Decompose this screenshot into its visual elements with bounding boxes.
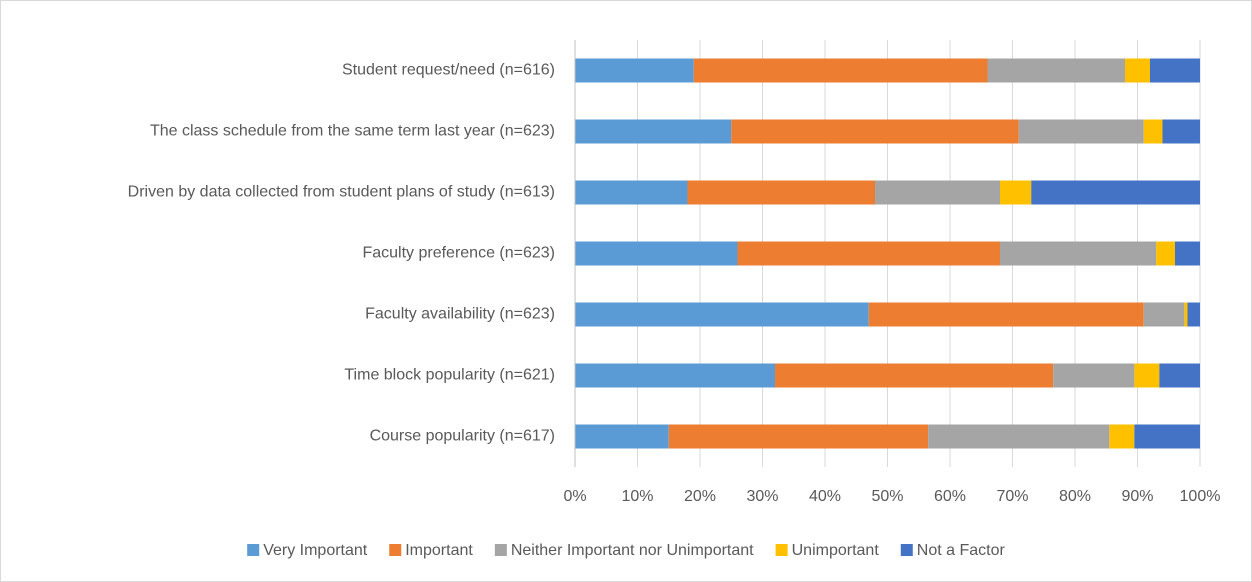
- x-tick-label: 50%: [871, 488, 903, 505]
- x-tick-label: 40%: [809, 488, 841, 505]
- legend-label: Neither Important nor Unimportant: [511, 542, 754, 559]
- y-tick-label: Faculty preference (n=623): [362, 245, 555, 262]
- x-tick-label: 30%: [746, 488, 778, 505]
- bar-segment: [1143, 302, 1185, 327]
- bar-segment: [1143, 119, 1163, 144]
- bar-segment: [868, 302, 1144, 327]
- bar-segment: [1000, 241, 1157, 266]
- bar-segment: [1053, 363, 1135, 388]
- bar-segment: [1109, 424, 1135, 449]
- bar-segment: [1150, 58, 1200, 83]
- y-tick-label: Time block popularity (n=621): [344, 367, 555, 384]
- legend-swatch: [247, 544, 260, 556]
- bar-segment: [575, 424, 669, 449]
- y-tick-label: Student request/need (n=616): [342, 62, 555, 79]
- bar-segment: [575, 241, 738, 266]
- bar-segment: [1184, 302, 1188, 327]
- bar-segment: [1162, 119, 1200, 144]
- bar-segment: [1031, 180, 1200, 205]
- bar-segment: [687, 180, 875, 205]
- bar-segment: [1018, 119, 1144, 144]
- y-tick-label: The class schedule from the same term la…: [150, 123, 555, 140]
- bar-segment: [1187, 302, 1200, 327]
- x-tick-label: 10%: [621, 488, 653, 505]
- legend-swatch: [389, 544, 402, 556]
- bar-segment: [668, 424, 929, 449]
- x-tick-label: 90%: [1121, 488, 1153, 505]
- bar-segment: [1175, 241, 1200, 266]
- legend-label: Not a Factor: [917, 542, 1006, 559]
- legend-swatch: [494, 544, 507, 556]
- x-tick-label: 60%: [934, 488, 966, 505]
- x-tick-label: 80%: [1059, 488, 1091, 505]
- bar-segment: [575, 363, 775, 388]
- legend-swatch: [775, 544, 788, 556]
- bar-segment: [1134, 424, 1200, 449]
- bar-segment: [575, 119, 732, 144]
- legend-label: Unimportant: [792, 542, 880, 559]
- x-tick-label: 20%: [684, 488, 716, 505]
- bar-segment: [693, 58, 988, 83]
- bar-segment: [928, 424, 1110, 449]
- bar-segment: [575, 180, 688, 205]
- y-tick-label: Faculty availability (n=623): [365, 306, 555, 323]
- bar-segment: [575, 58, 694, 83]
- bar-segment: [1000, 180, 1032, 205]
- x-tick-label: 70%: [996, 488, 1028, 505]
- bar-segment: [775, 363, 1054, 388]
- bar-segment: [731, 119, 1019, 144]
- bar-segment: [1134, 363, 1160, 388]
- bar-segment: [987, 58, 1125, 83]
- legend-label: Important: [405, 542, 473, 559]
- bar-segment: [575, 302, 869, 327]
- bar-segment: [737, 241, 1000, 266]
- y-tick-label: Course popularity (n=617): [370, 428, 555, 445]
- y-tick-label: Driven by data collected from student pl…: [128, 184, 555, 201]
- bar-segment: [875, 180, 1000, 205]
- legend-label: Very Important: [263, 542, 368, 559]
- bar-segment: [1125, 58, 1150, 83]
- bar-segment: [1159, 363, 1200, 388]
- bar-segment: [1156, 241, 1175, 266]
- x-tick-label: 100%: [1180, 488, 1221, 505]
- legend-swatch: [900, 544, 913, 556]
- x-tick-label: 0%: [563, 488, 586, 505]
